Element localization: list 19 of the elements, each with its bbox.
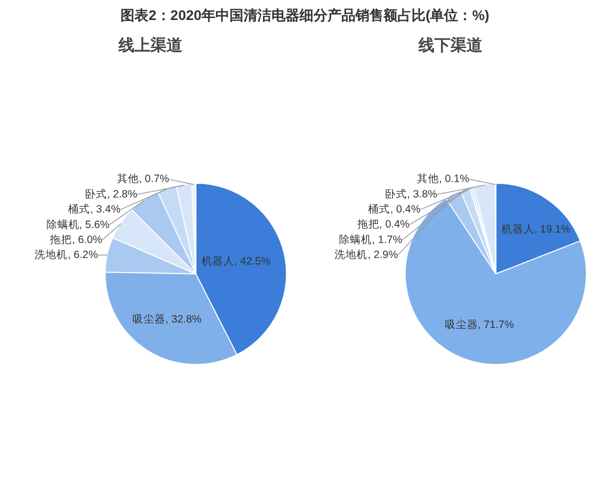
slice-label: 机器人, 19.1%	[501, 224, 571, 236]
slice-label: 除螨机, 5.6%	[46, 218, 110, 231]
slice-label: 洗地机, 2.9%	[334, 248, 398, 262]
chart-subtitle: 线上渠道	[118, 36, 184, 54]
slice-label: 机器人, 42.5%	[201, 255, 271, 268]
slice-label: 拖把, 0.4%	[356, 218, 410, 231]
slice-label: 拖把, 6.0%	[49, 234, 103, 246]
slice-label: 桶式, 0.4%	[368, 202, 421, 216]
slice-label: 卧式, 3.8%	[385, 187, 438, 200]
slice-label: 其他, 0.1%	[416, 172, 470, 186]
slice-label: 桶式, 3.4%	[68, 202, 121, 216]
chart-title: 图表2：2020年中国清洁电器细分产品销售额占比(单位：%)	[120, 6, 490, 25]
chart-subtitle: 线下渠道	[418, 36, 484, 54]
slice-label: 吸尘器, 71.7%	[444, 318, 514, 331]
slice-label: 卧式, 2.8%	[84, 187, 138, 200]
slice-label: 其他, 0.7%	[116, 172, 170, 186]
slice-label: 洗地机, 6.2%	[34, 248, 98, 262]
slice-label: 吸尘器, 32.8%	[132, 312, 202, 326]
slice-label: 除螨机, 1.7%	[339, 232, 403, 246]
